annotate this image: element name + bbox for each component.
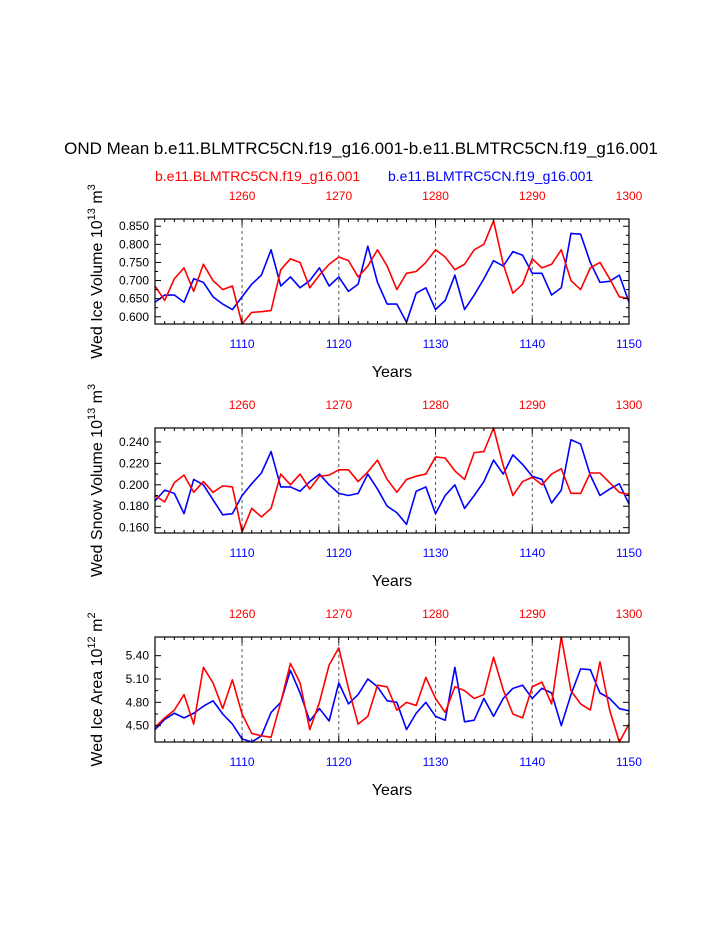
y-axis-title-text: Wed Snow Volume 10 (89, 420, 106, 577)
x-axis-title: Years (372, 573, 412, 590)
x-tick-label-top: 1290 (519, 398, 546, 412)
x-tick-label-top: 1300 (616, 398, 643, 412)
y-axis-title-exponent: 13 (86, 408, 98, 420)
x-tick-label-bottom: 1150 (616, 755, 642, 769)
plot-frame (154, 218, 630, 325)
y-tick-label: 0.180 (119, 499, 149, 513)
y-axis-title-unit-exponent: 2 (86, 612, 98, 618)
x-tick-label-top: 1260 (229, 189, 256, 203)
y-tick-label: 0.220 (119, 456, 149, 470)
panel-ice-volume: 1110 1120 1130 1140 1150 1260 1270 1280 1290 1300… (86, 184, 643, 381)
y-axis-title-unit: m (89, 390, 106, 408)
x-tick-label-bottom: 1110 (230, 755, 255, 769)
y-tick-label: 0.750 (119, 255, 149, 269)
y-tick-label: 0.650 (119, 292, 149, 306)
x-axis-title: Years (372, 364, 412, 381)
y-tick-label: 5.10 (126, 672, 150, 686)
x-tick-label-top: 1280 (422, 398, 449, 412)
y-axis-title: Wed Snow Volume 1013 m3 (86, 384, 106, 577)
x-tick-label-top: 1280 (422, 189, 449, 203)
y-axis-title-exponent: 13 (86, 208, 98, 220)
figure-title: OND Mean b.e11.BLMTRC5CN.f19_g16.001-b.e… (64, 139, 658, 158)
x-tick-label-bottom: 1110 (230, 546, 255, 560)
series-line-red (154, 636, 630, 743)
x-tick-label-bottom: 1130 (423, 755, 449, 769)
x-tick-label-top: 1260 (229, 398, 256, 412)
x-tick-label-top: 1290 (519, 607, 546, 621)
y-axis-title: Wed Ice Area 1012 m2 (86, 612, 106, 766)
plot-frame (154, 636, 630, 743)
y-tick-label: 0.850 (119, 219, 149, 233)
y-axis-title-unit: m (89, 619, 106, 637)
y-axis-title-unit: m (89, 190, 106, 208)
x-tick-label-bottom: 1120 (326, 755, 352, 769)
x-tick-label-bottom: 1140 (519, 755, 545, 769)
y-axis-title-text: Wed Ice Volume 10 (89, 220, 106, 359)
y-axis-title-exponent: 12 (86, 636, 98, 648)
series-line-red (154, 427, 630, 533)
legend-blue-label: b.e11.BLMTRC5CN.f19_g16.001 (388, 168, 593, 184)
x-tick-label-bottom: 1110 (230, 337, 255, 351)
x-tick-label-bottom: 1120 (326, 337, 352, 351)
y-axis-title-unit-exponent: 3 (86, 384, 98, 390)
y-tick-label: 0.200 (119, 478, 149, 492)
x-tick-label-top: 1270 (325, 607, 352, 621)
y-tick-label: 4.80 (126, 695, 150, 709)
series-line-blue (154, 666, 630, 743)
x-tick-label-bottom: 1120 (326, 546, 352, 560)
x-tick-label-bottom: 1150 (616, 337, 642, 351)
y-tick-label: 0.800 (119, 237, 149, 251)
y-tick-label: 4.50 (126, 719, 150, 733)
series-line-red (154, 220, 630, 325)
y-tick-label: 0.160 (119, 521, 149, 535)
x-tick-label-top: 1300 (616, 607, 643, 621)
y-tick-label: 0.700 (119, 274, 149, 288)
x-tick-label-bottom: 1140 (519, 337, 545, 351)
x-tick-label-top: 1290 (519, 189, 546, 203)
panel-snow-volume: 1110 1120 1130 1140 1150 1260 1270 1280 1290 1300… (86, 384, 643, 590)
series-line-blue (154, 232, 630, 323)
x-tick-label-top: 1260 (229, 607, 256, 621)
x-axis-title: Years (372, 782, 412, 799)
y-tick-label: 0.240 (119, 435, 149, 449)
y-tick-label: 0.600 (119, 310, 149, 324)
y-axis-title-text: Wed Ice Area 10 (89, 648, 106, 766)
legend-red-label: b.e11.BLMTRC5CN.f19_g16.001 (155, 168, 360, 184)
x-tick-label-bottom: 1140 (519, 546, 545, 560)
x-tick-label-bottom: 1150 (616, 546, 642, 560)
x-tick-label-top: 1300 (616, 189, 643, 203)
y-axis-title-unit-exponent: 3 (86, 184, 98, 190)
y-axis-title: Wed Ice Volume 1013 m3 (86, 184, 106, 359)
x-tick-label-top: 1270 (325, 189, 352, 203)
x-tick-label-bottom: 1130 (423, 337, 449, 351)
x-tick-label-top: 1280 (422, 607, 449, 621)
plot-frame (154, 427, 630, 534)
series-line-blue (154, 438, 630, 526)
y-tick-label: 5.40 (126, 649, 150, 663)
x-tick-label-bottom: 1130 (423, 546, 449, 560)
x-tick-label-top: 1270 (325, 398, 352, 412)
panel-ice-area: 1110 1120 1130 1140 1150 1260 1270 1280 1290 1300… (86, 607, 643, 799)
